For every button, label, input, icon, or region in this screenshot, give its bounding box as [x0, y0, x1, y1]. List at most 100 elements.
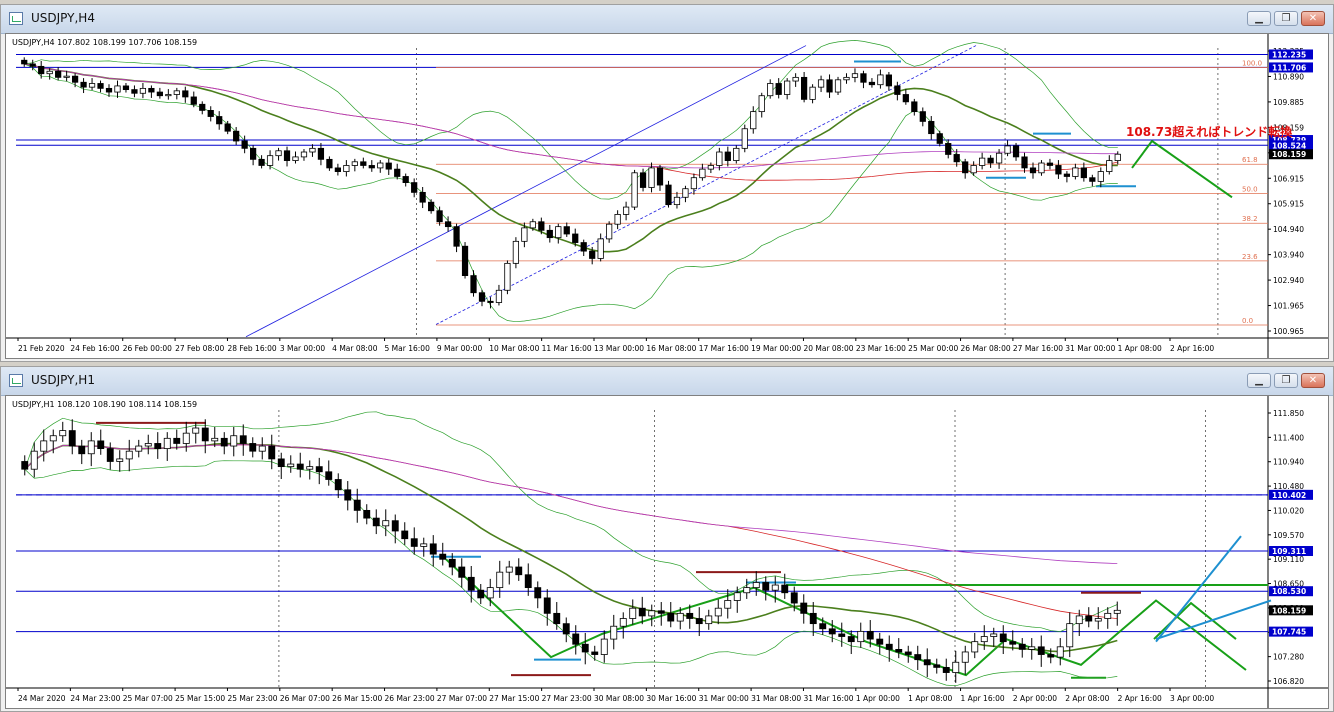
- restore-button[interactable]: ❐: [1274, 11, 1298, 26]
- h1-x-tick-label: 27 Mar 15:00: [489, 694, 539, 703]
- h1-candle-body: [239, 435, 247, 444]
- h1-x-tick-label: 2 Apr 16:00: [1118, 694, 1162, 703]
- h1-y-tick-label: 109.570: [1273, 531, 1304, 540]
- h1-candle-body: [363, 509, 371, 519]
- h1-candle-body: [942, 667, 950, 673]
- h1-candle-body: [505, 566, 513, 573]
- h4-y-tick-label: 105.915: [1273, 200, 1304, 209]
- h1-candle-body: [686, 612, 694, 619]
- h1-candle-body: [1009, 641, 1017, 645]
- h4-price-marker-box: [1269, 49, 1313, 60]
- h4-y-tick-label: 101.965: [1273, 302, 1304, 311]
- h1-y-tick-label: 110.940: [1273, 458, 1304, 467]
- h4-candle-body: [716, 151, 723, 166]
- h1-x-tick-label: 25 Mar 15:00: [175, 694, 225, 703]
- h4-candle-body: [495, 289, 503, 303]
- h1-candle-body: [87, 440, 95, 455]
- h1-candle-body: [980, 636, 988, 643]
- h4-candle-body: [504, 262, 511, 291]
- h4-candle-body: [88, 83, 96, 88]
- h1-x-tick-label: 24 Mar 23:00: [70, 694, 120, 703]
- h1-candle-body: [458, 566, 466, 578]
- h4-candle-body: [114, 85, 121, 93]
- h4-candle-body: [453, 226, 460, 247]
- h4-chart-panel[interactable]: USDJPY,H4 107.802 108.199 107.706 108.15…: [5, 33, 1329, 359]
- h1-candle-body: [553, 612, 561, 625]
- h4-candle-body: [1114, 153, 1121, 161]
- h4-candle-body: [1029, 167, 1037, 174]
- h4-candle-body: [428, 201, 435, 212]
- h4-price-marker-box: [1269, 149, 1313, 160]
- h4-candle-body: [402, 176, 409, 183]
- h4-candle-body: [487, 300, 494, 303]
- h4-x-tick-label: 9 Mar 00:00: [437, 344, 483, 353]
- h4-candle-body: [97, 83, 104, 89]
- h1-candle-body: [638, 607, 646, 617]
- h1-candle-body: [496, 571, 504, 589]
- h4-candle-body: [563, 226, 570, 235]
- h1-candle-body: [895, 648, 903, 653]
- h4-y-tick-label: 104.940: [1273, 225, 1304, 234]
- h4-candle-body: [834, 79, 842, 93]
- h4-candle-body: [826, 79, 833, 93]
- h4-candle-body: [368, 165, 375, 169]
- h4-candle-body: [71, 75, 79, 83]
- h4-candle-body: [801, 76, 808, 100]
- h4-x-tick-label: 31 Mar 00:00: [1065, 344, 1115, 353]
- h1-candle-body: [1028, 646, 1036, 650]
- h4-candle-body: [360, 161, 367, 166]
- h4-candle-body: [758, 95, 765, 113]
- h1-x-tick-label: 26 Mar 15:00: [332, 694, 382, 703]
- h1-y-tick-label: 111.850: [1273, 409, 1304, 418]
- h4-x-tick-label: 27 Mar 16:00: [1013, 344, 1063, 353]
- h4-bollinger-upper: [24, 40, 1118, 200]
- h4-candle-body: [478, 292, 486, 302]
- h1-candle-body: [1113, 609, 1121, 614]
- h4-candle-body: [292, 156, 299, 161]
- h1-candle-body: [790, 592, 798, 604]
- minimize-button[interactable]: ▁: [1247, 11, 1271, 26]
- h1-candle-body: [885, 643, 893, 650]
- chart-window-icon: [9, 12, 23, 25]
- h1-moving-average-200: [24, 444, 1118, 564]
- h1-candle-body: [268, 445, 276, 460]
- h1-zigzag-path: [445, 558, 1247, 677]
- h1-candle-body: [600, 638, 608, 655]
- h1-candle-body: [344, 489, 352, 501]
- h4-candle-body: [1021, 156, 1028, 169]
- h1-chart-panel[interactable]: USDJPY,H1 108.120 108.190 108.114 108.15…: [5, 395, 1329, 709]
- h1-x-tick-label: 1 Apr 16:00: [961, 694, 1005, 703]
- h4-candle-body: [529, 221, 536, 229]
- h1-x-tick-label: 30 Mar 08:00: [594, 694, 644, 703]
- minimize-button[interactable]: ▁: [1247, 373, 1271, 388]
- h4-candle-body: [750, 111, 757, 130]
- close-button[interactable]: ✕: [1301, 373, 1325, 388]
- h1-candle-body: [752, 582, 760, 589]
- h4-x-tick-label: 26 Feb 00:00: [123, 344, 172, 353]
- h4-fib-label: 61.8: [1242, 156, 1258, 164]
- h4-candle-body: [572, 233, 579, 243]
- h1-price-marker-label: 108.530: [1272, 587, 1306, 596]
- close-button[interactable]: ✕: [1301, 11, 1325, 26]
- h4-candle-body: [919, 111, 926, 122]
- h4-fib-label: 38.2: [1242, 215, 1258, 223]
- h4-chart-svg[interactable]: USDJPY,H4 107.802 108.199 107.706 108.15…: [6, 34, 1328, 358]
- h1-window: USDJPY,H1 ▁ ❐ ✕ USDJPY,H1 108.120 108.19…: [0, 366, 1334, 712]
- h4-y-tick-label: 109.885: [1273, 98, 1304, 107]
- h4-candle-body: [326, 158, 333, 169]
- h4-x-tick-label: 19 Mar 00:00: [751, 344, 801, 353]
- h1-chart-svg[interactable]: USDJPY,H1 108.120 108.190 108.114 108.15…: [6, 396, 1328, 708]
- h4-candle-body: [639, 172, 647, 188]
- h4-candle-body: [987, 157, 994, 164]
- restore-button[interactable]: ❐: [1274, 373, 1298, 388]
- h4-candle-body: [580, 242, 587, 252]
- h4-candle-body: [385, 162, 392, 170]
- h4-candle-body: [436, 210, 443, 223]
- h1-y-tick-label: 107.280: [1273, 653, 1304, 662]
- h1-candle-body: [382, 520, 390, 527]
- h1-price-marker-box: [1269, 605, 1313, 616]
- h4-x-tick-label: 26 Mar 08:00: [961, 344, 1011, 353]
- h4-candle-body: [902, 94, 909, 103]
- h1-x-tick-label: 2 Apr 08:00: [1065, 694, 1109, 703]
- h1-candle-body: [857, 630, 865, 643]
